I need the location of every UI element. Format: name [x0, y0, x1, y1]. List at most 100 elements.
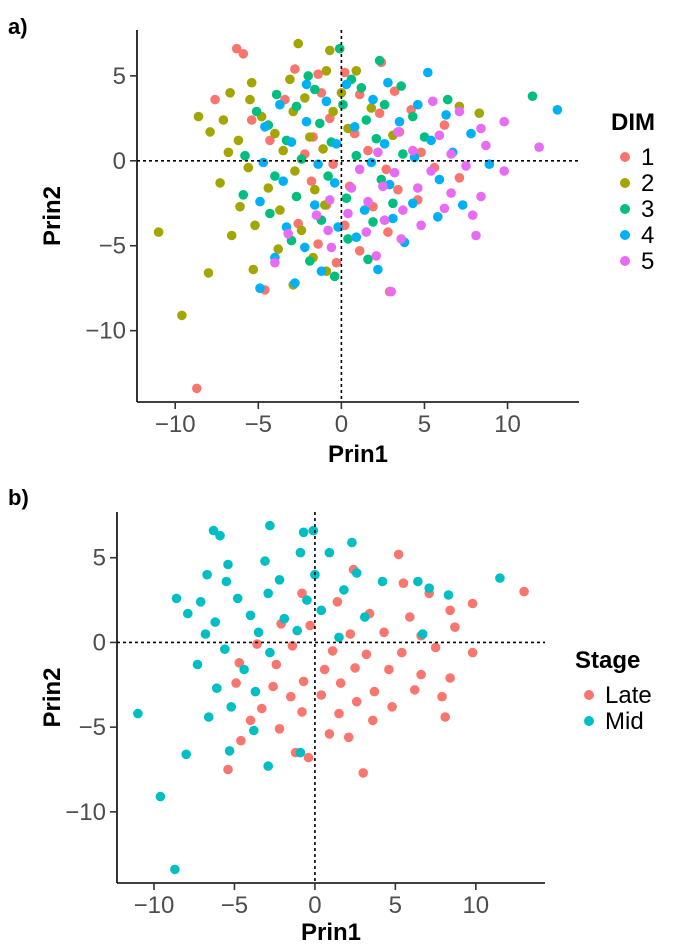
- point-series-1: [389, 86, 400, 96]
- point-series-Late: [245, 715, 256, 726]
- point-series-Late: [405, 612, 415, 622]
- point-series-Late: [297, 707, 307, 717]
- y-tick-label: 5: [113, 63, 126, 90]
- point-series-Mid: [265, 520, 275, 531]
- point-series-4: [351, 232, 362, 242]
- point-series-1: [210, 94, 220, 105]
- point-series-Mid: [181, 749, 191, 760]
- legend-label: 2: [641, 170, 654, 197]
- point-series-Late: [268, 681, 278, 692]
- x-tick-label: −5: [245, 411, 272, 438]
- point-series-5: [428, 96, 438, 107]
- point-series-2: [250, 220, 260, 231]
- point-series-5: [499, 116, 510, 127]
- point-series-2: [225, 88, 235, 98]
- point-series-5: [476, 191, 486, 202]
- point-series-2: [243, 162, 254, 173]
- point-series-2: [290, 166, 300, 176]
- point-series-Mid: [249, 725, 259, 736]
- point-series-4: [383, 77, 393, 88]
- point-series-Late: [369, 686, 380, 697]
- point-series-3: [338, 99, 348, 110]
- point-series-4: [316, 266, 327, 277]
- point-series-2: [153, 227, 164, 237]
- point-series-5: [476, 123, 486, 134]
- point-series-2: [305, 132, 315, 142]
- point-series-Late: [430, 642, 441, 653]
- point-series-Late: [257, 703, 267, 714]
- point-series-Mid: [292, 625, 303, 636]
- point-series-Mid: [279, 613, 290, 624]
- point-series-1: [381, 164, 392, 175]
- point-series-3: [270, 171, 280, 181]
- point-series-Late: [361, 649, 372, 660]
- point-series-Mid: [495, 573, 505, 583]
- point-series-2: [263, 183, 274, 193]
- point-series-1: [231, 43, 242, 54]
- x-tick-label: 0: [335, 411, 348, 438]
- point-series-4: [394, 116, 405, 127]
- legend-key-3: [620, 204, 630, 214]
- point-series-Mid: [263, 588, 274, 599]
- point-series-Late: [351, 696, 362, 707]
- legend-title: DIM: [611, 109, 655, 136]
- point-series-1: [331, 257, 342, 268]
- point-series-3: [361, 115, 372, 125]
- point-series-2: [270, 128, 280, 139]
- point-series-Mid: [417, 629, 428, 639]
- point-series-Mid: [360, 612, 370, 622]
- point-series-5: [434, 130, 445, 141]
- point-series-4: [368, 94, 378, 105]
- point-series-5: [354, 164, 365, 175]
- point-series-4: [275, 99, 285, 110]
- point-series-1: [313, 239, 323, 249]
- point-series-5: [363, 196, 373, 207]
- point-series-Mid: [351, 568, 362, 578]
- point-series-Mid: [265, 647, 275, 658]
- point-series-Late: [343, 732, 354, 743]
- point-series-Mid: [377, 576, 388, 587]
- point-series-Late: [332, 597, 343, 607]
- point-series-2: [278, 145, 289, 156]
- x-tick-label: 0: [308, 892, 321, 919]
- point-series-3: [315, 118, 325, 129]
- legend-key-Late: [584, 690, 594, 700]
- point-series-3: [388, 198, 398, 209]
- point-series-2: [193, 111, 204, 122]
- point-series-2: [203, 268, 214, 278]
- point-series-Late: [327, 646, 338, 656]
- y-tick-label: −10: [85, 318, 126, 345]
- legend-key-5: [620, 256, 630, 266]
- point-series-2: [328, 106, 338, 117]
- point-series-2: [223, 147, 234, 158]
- point-series-Late: [440, 712, 451, 722]
- point-series-3: [251, 106, 262, 117]
- point-series-1: [238, 49, 249, 59]
- point-series-2: [296, 225, 307, 236]
- point-series-4: [286, 137, 297, 147]
- point-series-4: [260, 122, 270, 132]
- point-series-3: [296, 154, 307, 164]
- point-series-4: [441, 110, 451, 120]
- point-series-2: [205, 127, 215, 137]
- point-series-5: [446, 188, 456, 198]
- point-series-3: [408, 111, 418, 122]
- point-series-Mid: [308, 525, 319, 536]
- point-series-3: [398, 149, 408, 159]
- legend-label: 1: [641, 144, 654, 171]
- points: [153, 38, 563, 394]
- point-series-4: [423, 67, 433, 78]
- point-series-4: [290, 278, 300, 288]
- point-series-Mid: [253, 627, 264, 638]
- point-series-2: [366, 103, 377, 113]
- point-series-Late: [271, 659, 282, 670]
- point-series-3: [442, 94, 453, 105]
- point-series-Mid: [298, 527, 309, 538]
- legend-label: Mid: [605, 708, 644, 735]
- point-series-Mid: [203, 712, 214, 722]
- point-series-4: [341, 79, 352, 90]
- point-series-4: [366, 157, 377, 168]
- point-series-5: [439, 203, 450, 214]
